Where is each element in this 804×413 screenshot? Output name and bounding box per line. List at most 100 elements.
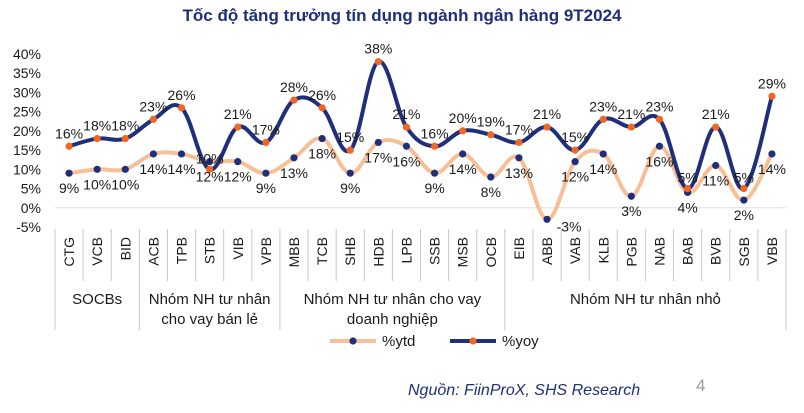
data-label-ytd: 14% — [758, 161, 786, 177]
data-label-yoy: 10% — [196, 150, 224, 166]
data-point — [627, 192, 635, 200]
data-point — [627, 123, 635, 131]
data-point — [430, 142, 439, 150]
data-point — [318, 134, 326, 143]
data-point — [234, 158, 242, 166]
data-point — [402, 123, 411, 131]
data-point — [571, 158, 579, 166]
data-point — [599, 115, 607, 123]
data-label-ytd: 14% — [168, 161, 196, 177]
x-tick-label: MSB — [455, 237, 471, 267]
x-tick-label: VPB — [258, 237, 274, 265]
data-point — [93, 165, 101, 173]
data-label-yoy: 28% — [280, 79, 308, 95]
data-point — [290, 154, 298, 162]
data-label-yoy: 21% — [224, 106, 252, 122]
data-point — [430, 169, 439, 177]
x-axis: CTG VCB BID ACB TPB STB VIB VPB MBB TCB SHB HDB LPB S… — [54, 207, 787, 281]
data-point — [515, 138, 523, 147]
data-label-ytd: 13% — [505, 165, 533, 181]
data-point — [121, 165, 129, 173]
x-tick-label: BID — [117, 237, 133, 260]
data-label-yoy: 23% — [645, 98, 673, 114]
x-tick-label: KLB — [595, 237, 611, 263]
y-tick-label: 15% — [13, 142, 41, 158]
x-tick-label: SSB — [427, 237, 443, 265]
series-layer — [65, 58, 776, 223]
data-point — [683, 184, 692, 193]
data-point — [571, 146, 579, 154]
data-label-yoy: 16% — [421, 125, 449, 141]
data-label-yoy: 15% — [336, 129, 364, 145]
data-label-ytd: 16% — [392, 153, 420, 169]
data-point — [712, 123, 720, 131]
legend: %ytd %yoy — [330, 333, 539, 350]
data-point — [149, 150, 158, 158]
data-label-ytd: 14% — [589, 161, 617, 177]
data-point — [599, 150, 607, 158]
x-tick-label: VBB — [764, 237, 780, 265]
y-tick-label: 5% — [21, 181, 41, 197]
data-label-ytd: -3% — [557, 218, 582, 234]
data-point — [655, 142, 664, 150]
data-point — [149, 115, 158, 123]
data-label-ytd: 8% — [481, 184, 501, 200]
data-label-ytd: 16% — [645, 153, 673, 169]
data-label-ytd: 3% — [621, 203, 641, 219]
data-label-ytd: 9% — [340, 180, 360, 196]
data-point — [740, 184, 748, 193]
data-label-ytd: 10% — [111, 176, 139, 192]
x-tick-label: VIB — [230, 237, 246, 260]
x-tick-label: ACB — [145, 237, 161, 266]
page-number: 4 — [696, 376, 706, 395]
x-tick-label: EIB — [511, 237, 527, 260]
data-point — [402, 142, 411, 150]
data-point — [374, 58, 382, 66]
data-point — [318, 104, 326, 112]
data-label-yoy: 15% — [561, 129, 589, 145]
series-line-ytd — [67, 136, 774, 222]
y-tick-label: 35% — [13, 65, 41, 81]
data-point — [206, 158, 214, 166]
x-tick-label: LPB — [398, 237, 414, 263]
data-point — [65, 169, 73, 177]
category-groups: SOCBs Nhóm NH tư nhân cho vay bán lẻ Nhóm N… — [54, 281, 787, 330]
group-label: Nhóm NH tư nhân cho vay — [304, 291, 482, 308]
y-axis: -5% 0% 5% 10% 15% 20% 25% 30% 35% 40% — [13, 46, 41, 235]
y-tick-label: 30% — [13, 84, 41, 100]
data-label-yoy: 5% — [734, 170, 754, 186]
data-label-yoy: 38% — [364, 41, 392, 57]
data-label-ytd: 9% — [256, 180, 276, 196]
data-point — [177, 104, 186, 112]
data-point — [93, 134, 101, 143]
x-tick-label: NAB — [651, 237, 667, 266]
y-tick-label: 25% — [13, 104, 41, 120]
legend-swatch-marker — [469, 337, 477, 345]
data-point — [121, 134, 129, 143]
legend-label: %yoy — [502, 333, 539, 350]
x-tick-label: ABB — [539, 237, 555, 265]
data-label-yoy: 29% — [758, 75, 786, 91]
data-label-ytd: 17% — [364, 149, 392, 165]
data-label-ytd: 13% — [280, 165, 308, 181]
chart-title: Tốc độ tăng trưởng tín dụng ngành ngân h… — [182, 6, 622, 25]
x-tick-label: TCB — [314, 237, 330, 265]
data-label-yoy: 21% — [617, 106, 645, 122]
data-label-ytd: 18% — [308, 146, 336, 162]
data-label-yoy: 19% — [477, 114, 505, 130]
data-label-ytd: 11% — [702, 172, 729, 188]
source-note: Nguồn: FiinProX, SHS Research — [408, 382, 641, 399]
x-tick-label: BAB — [680, 237, 696, 265]
data-label-yoy: 23% — [139, 98, 167, 114]
data-label-yoy: 26% — [308, 87, 336, 103]
group-label: doanh nghiệp — [347, 311, 438, 328]
data-point — [515, 154, 523, 162]
data-label-yoy: 23% — [589, 98, 617, 114]
data-label-yoy: 21% — [392, 106, 420, 122]
data-point — [65, 142, 73, 150]
data-label-yoy: 18% — [83, 118, 111, 134]
data-label-ytd: 4% — [677, 199, 697, 215]
y-tick-label: 20% — [13, 123, 41, 139]
data-label-yoy: 21% — [533, 106, 561, 122]
